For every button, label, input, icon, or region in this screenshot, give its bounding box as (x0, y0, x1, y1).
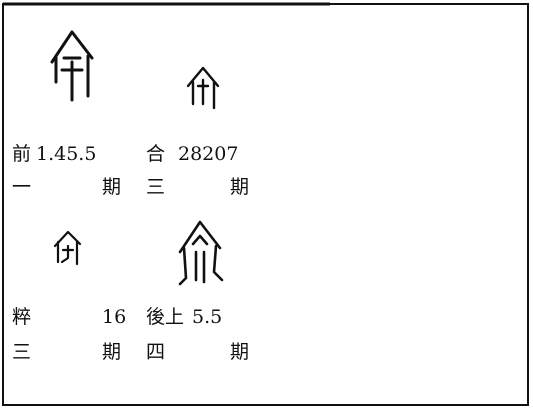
number: 16 (102, 306, 126, 328)
period-numeral: 三 (146, 176, 165, 198)
number: 5.5 (192, 306, 222, 328)
period-word: 期 (230, 341, 249, 363)
source: 後上 (146, 306, 184, 328)
number: 28207 (178, 143, 238, 165)
glyph (53, 230, 82, 266)
source: 前 (12, 143, 31, 165)
glyph (186, 66, 220, 110)
period-numeral: 三 (12, 341, 31, 363)
period-word: 期 (230, 176, 249, 198)
glyph (50, 30, 94, 102)
source: 合 (146, 143, 165, 165)
period-word: 期 (102, 341, 121, 363)
source: 粹 (12, 306, 31, 328)
number: 1.45.5 (36, 143, 96, 165)
period-numeral: 一 (12, 176, 31, 198)
frame (2, 3, 529, 406)
glyph (178, 220, 224, 286)
period-word: 期 (102, 176, 121, 198)
period-numeral: 四 (146, 341, 165, 363)
